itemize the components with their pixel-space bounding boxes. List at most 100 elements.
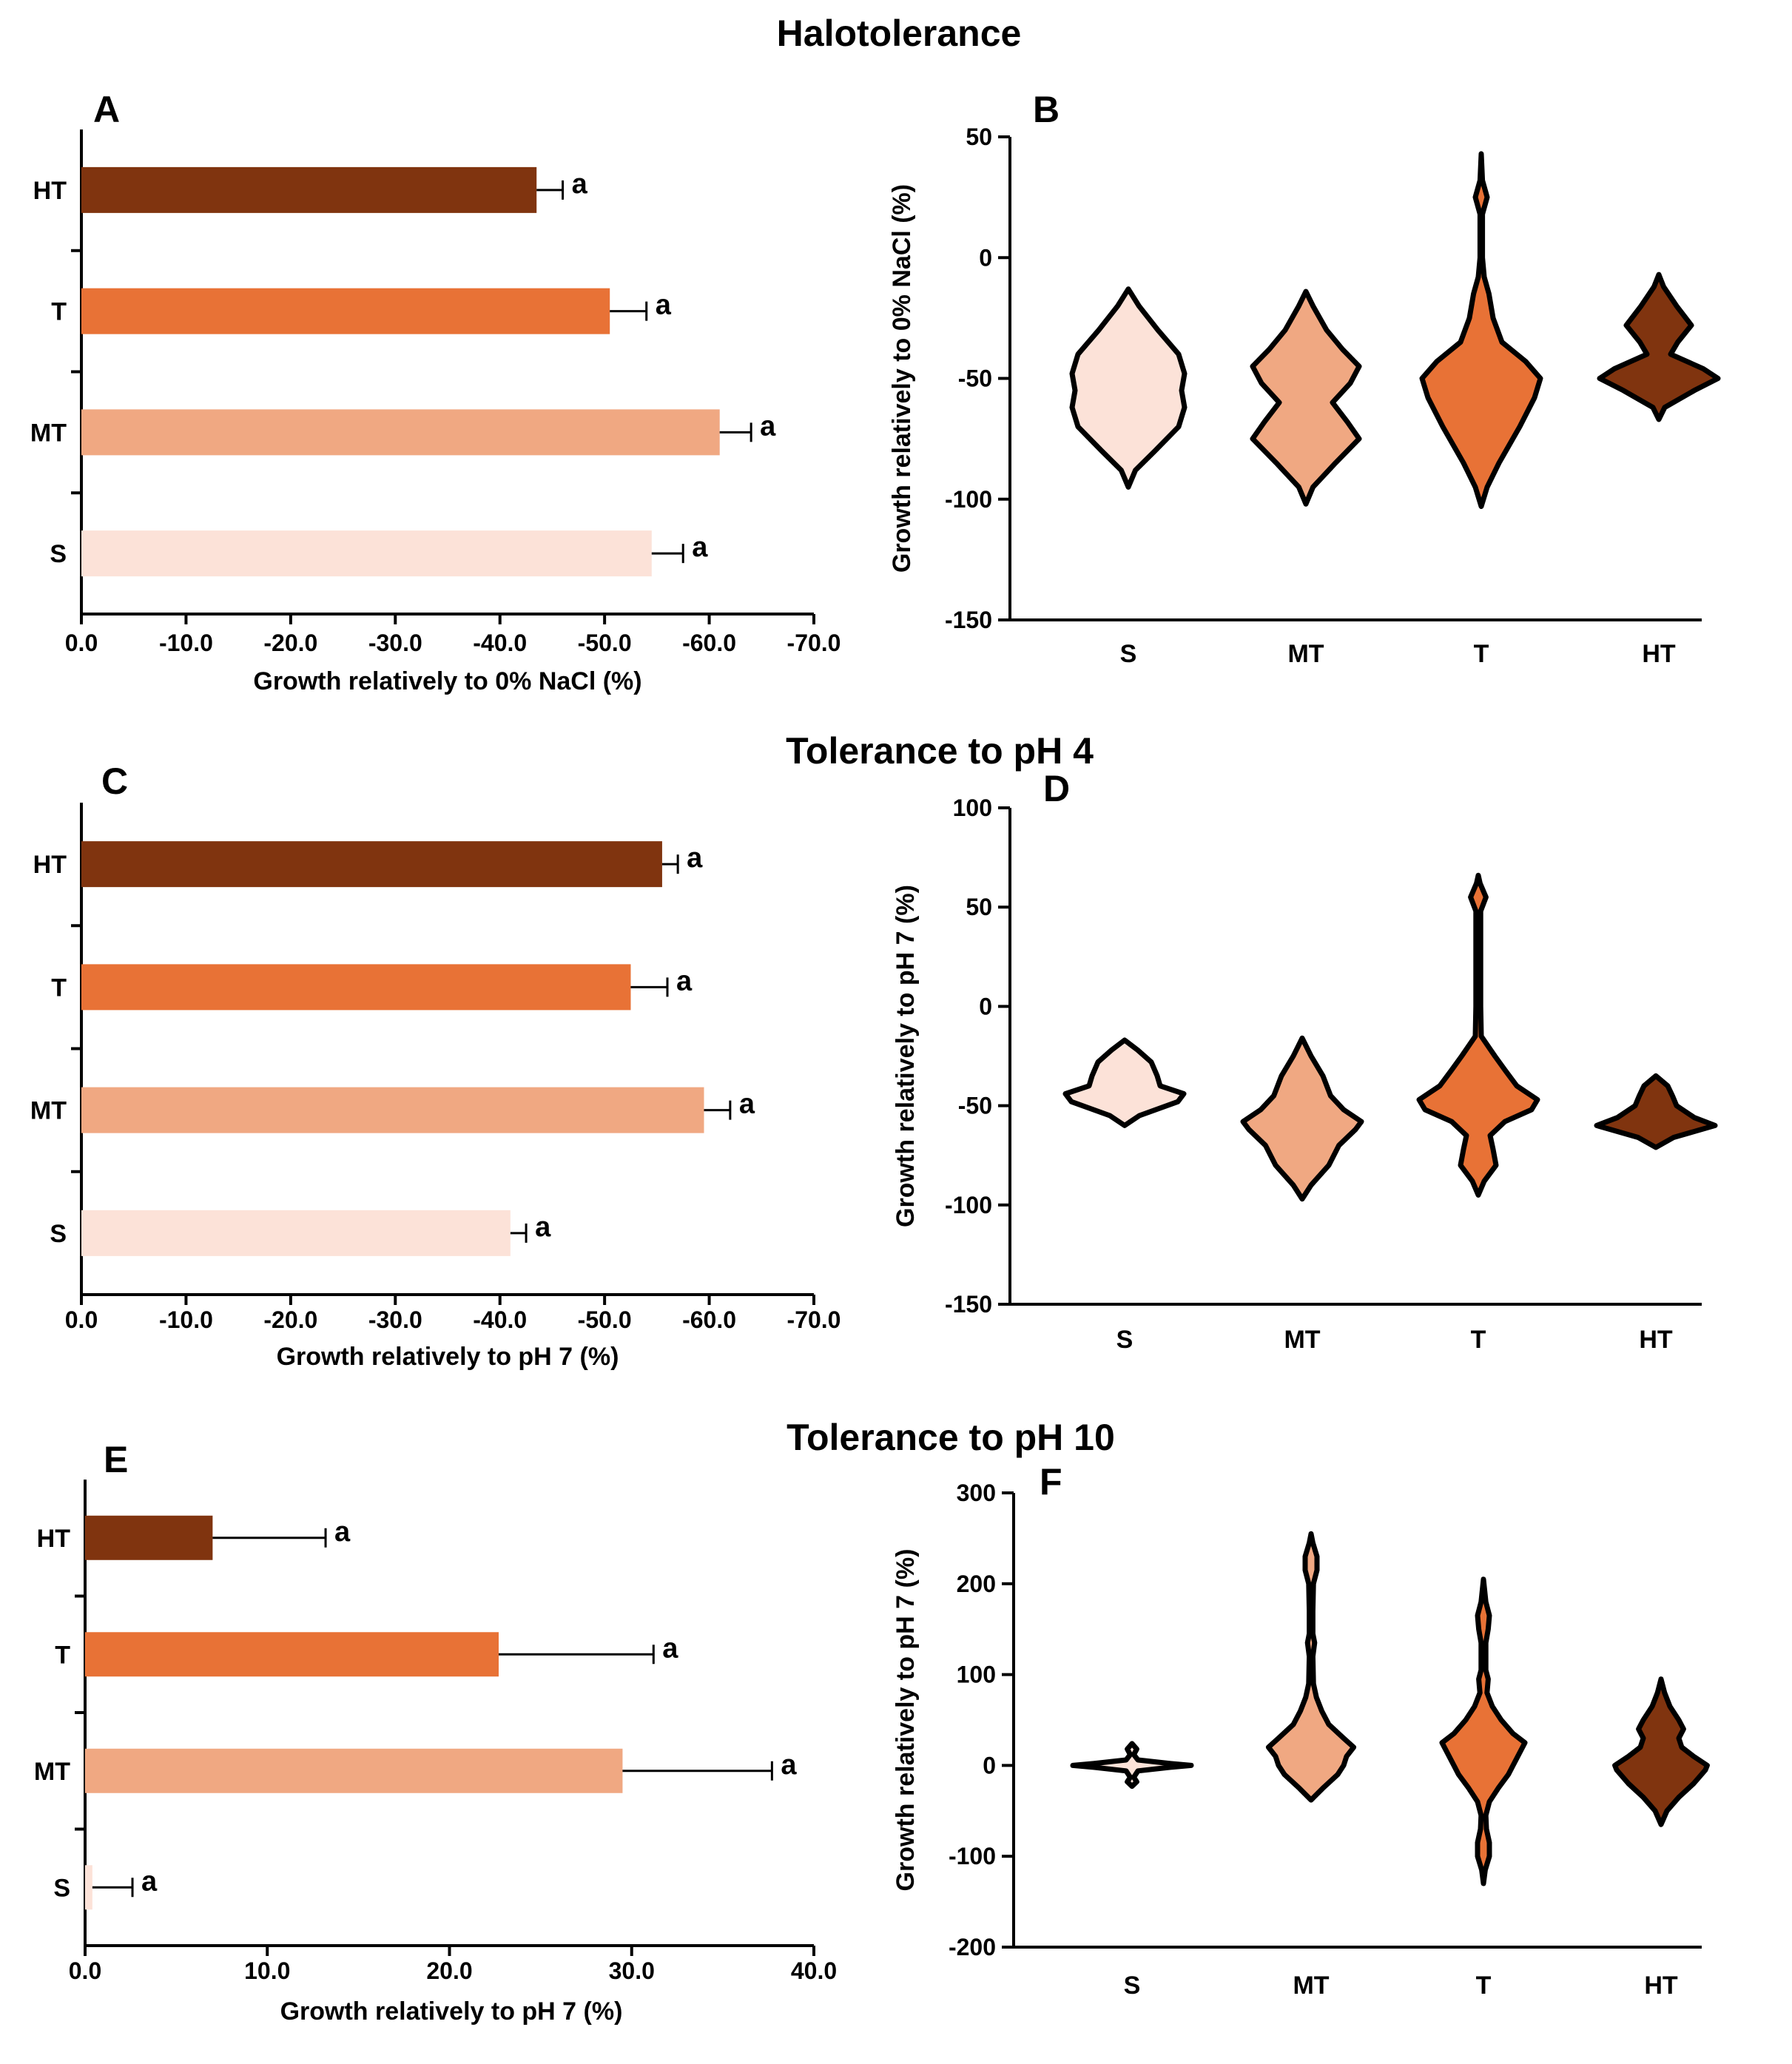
panel-letter-c: C — [101, 760, 128, 802]
x-tick-label: 40.0 — [791, 1957, 837, 1984]
panel-d-violin-chart: 100 50 0 -50 -100 -150 Growth relatively to pH… — [892, 795, 1718, 1354]
bar-ht — [81, 841, 662, 888]
section-title-halotolerance: Halotolerance — [777, 13, 1022, 54]
y-tick-label: 0 — [983, 1752, 996, 1778]
violin-s — [1070, 1741, 1194, 1790]
significance-label: a — [572, 169, 588, 200]
y-tick-label: -50 — [958, 365, 992, 392]
x-tick-label: -60.0 — [682, 1306, 736, 1333]
y-axis-title: Growth relatively to pH 7 (%) — [892, 1549, 920, 1892]
violin-ht — [1597, 272, 1721, 422]
x-tick-label: -50.0 — [578, 630, 632, 656]
section-title-ph4: Tolerance to pH 4 — [786, 730, 1094, 772]
y-axis-title: Growth relatively to 0% NaCl (%) — [888, 184, 916, 573]
panel-f-violin-chart: 300 200 100 0 -100 -200 Growth relatively to p… — [892, 1480, 1710, 2000]
y-tick-label: 100 — [953, 795, 992, 821]
x-tick-label: -10.0 — [159, 1306, 213, 1333]
x-tick-label: 30.0 — [609, 1957, 655, 1984]
category-label: T — [1474, 640, 1489, 668]
x-tick-label: -60.0 — [682, 630, 736, 656]
y-tick-label: -200 — [949, 1934, 996, 1960]
x-tick-label: -30.0 — [368, 1306, 422, 1333]
violin-mt — [1265, 1531, 1357, 1803]
panel-letter-e: E — [104, 1439, 128, 1480]
bar-mt — [81, 1087, 704, 1133]
x-tick-label: -20.0 — [263, 1306, 317, 1333]
category-label: HT — [33, 851, 67, 879]
panel-letter-d: D — [1043, 768, 1070, 809]
x-tick-label: 0.0 — [69, 1957, 101, 1984]
panel-a-bar-chart: 0.0 -10.0 -20.0 -30.0 -40.0 -50.0 -60.0 -70.0 Gr… — [30, 129, 841, 695]
y-tick-label: 300 — [957, 1480, 996, 1506]
bar-ht — [81, 166, 537, 213]
x-axis-title: Growth relatively to pH 7 (%) — [280, 1997, 623, 2026]
bar-t — [81, 288, 610, 334]
bar-mt — [85, 1748, 623, 1793]
category-label: S — [50, 1220, 67, 1248]
category-label: HT — [37, 1525, 71, 1553]
significance-label: a — [781, 1750, 797, 1781]
significance-label: a — [656, 290, 672, 321]
x-tick-label: 10.0 — [244, 1957, 290, 1984]
x-axis-title: Growth relatively to pH 7 (%) — [277, 1343, 619, 1371]
bar-t — [85, 1632, 499, 1677]
y-tick-label: -100 — [945, 486, 992, 513]
violin-t — [1439, 1576, 1528, 1886]
x-tick-label: -40.0 — [473, 1306, 527, 1333]
x-tick-label: -20.0 — [263, 630, 317, 656]
bar-t — [81, 964, 631, 1011]
y-axis-title: Growth relatively to pH 7 (%) — [892, 885, 920, 1227]
x-tick-label: -50.0 — [578, 1306, 632, 1333]
y-tick-label: -150 — [945, 607, 992, 633]
violin-ht — [1594, 1073, 1718, 1150]
significance-label: a — [334, 1517, 351, 1548]
violin-ht — [1612, 1676, 1710, 1827]
y-tick-label: 100 — [957, 1662, 996, 1688]
category-label: HT — [1642, 640, 1676, 668]
y-tick-label: 50 — [966, 124, 992, 150]
category-label: HT — [1644, 1972, 1678, 2000]
x-tick-label: -30.0 — [368, 630, 422, 656]
significance-label: a — [687, 843, 703, 874]
violin-s — [1062, 1037, 1187, 1128]
x-tick-label: 20.0 — [426, 1957, 472, 1984]
x-tick-label: -40.0 — [473, 630, 527, 656]
x-tick-label: -10.0 — [159, 630, 213, 656]
y-tick-label: -100 — [949, 1843, 996, 1869]
category-label: HT — [33, 177, 67, 205]
category-label: T — [55, 1641, 70, 1669]
y-tick-label: 0 — [979, 993, 992, 1019]
category-label: T — [51, 974, 67, 1002]
y-tick-label: 0 — [979, 244, 992, 271]
category-label: T — [1476, 1972, 1492, 2000]
category-label: T — [1471, 1326, 1486, 1354]
category-label: S — [50, 540, 67, 568]
violin-mt — [1250, 289, 1362, 507]
violin-t — [1416, 872, 1540, 1198]
panel-b-violin-chart: 50 0 -50 -100 -150 Growth relatively to 0% Na… — [888, 124, 1721, 668]
violin-t — [1419, 151, 1543, 509]
bar-s — [81, 1210, 511, 1256]
category-label: MT — [1284, 1326, 1320, 1354]
bar-s — [85, 1865, 92, 1910]
significance-label: a — [760, 411, 776, 442]
y-tick-label: -100 — [945, 1192, 992, 1218]
category-label: MT — [1293, 1972, 1329, 2000]
bar-mt — [81, 409, 720, 456]
x-tick-label: 0.0 — [65, 630, 98, 656]
violin-s — [1069, 286, 1188, 490]
category-label: S — [53, 1874, 70, 1902]
category-label: T — [51, 298, 67, 326]
significance-label: a — [662, 1633, 678, 1664]
category-label: S — [1120, 640, 1137, 668]
violin-mt — [1240, 1035, 1364, 1202]
x-tick-label: -70.0 — [787, 630, 841, 656]
category-label: MT — [30, 419, 67, 447]
significance-label: a — [676, 965, 693, 996]
category-label: MT — [34, 1758, 70, 1786]
panel-e-bar-chart: 0.0 10.0 20.0 30.0 40.0 Growth relatively to … — [34, 1480, 837, 2026]
category-label: MT — [30, 1097, 67, 1125]
section-title-ph10: Tolerance to pH 10 — [786, 1417, 1115, 1458]
category-label: S — [1124, 1972, 1141, 2000]
